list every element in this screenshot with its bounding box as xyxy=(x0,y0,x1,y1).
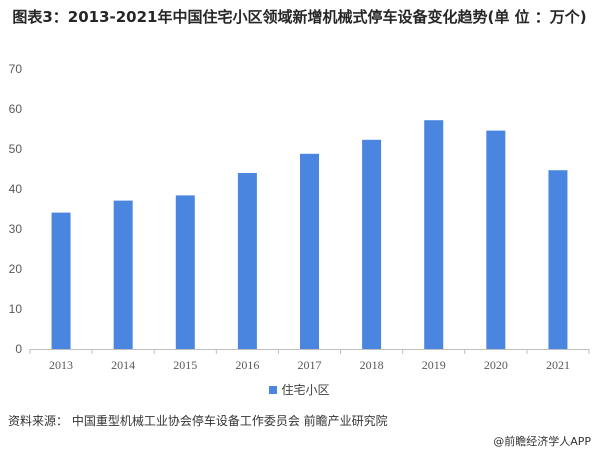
x-tick-label: 2015 xyxy=(173,358,197,372)
x-tick-label: 2014 xyxy=(111,358,135,372)
x-axis: 2013 2014 2015 2016 2017 2018 2019 2020 2021 xyxy=(29,349,590,372)
legend-label: 住宅小区 xyxy=(281,383,330,397)
bar xyxy=(486,130,506,349)
y-axis: 0 10 20 30 40 50 60 70 xyxy=(9,62,23,356)
x-tick-label: 2021 xyxy=(546,358,570,372)
y-tick-label: 50 xyxy=(9,142,23,156)
y-tick-label: 60 xyxy=(9,102,23,116)
bar xyxy=(424,120,444,349)
x-tick-label: 2013 xyxy=(49,358,73,372)
bar xyxy=(175,195,195,349)
bar xyxy=(362,139,382,349)
y-tick-label: 10 xyxy=(9,302,23,316)
source-note: 资料来源： 中国重型机械工业协会停车设备工作委员会 前瞻产业研究院 xyxy=(8,414,388,428)
chart-title: 图表3：2013-2021年中国住宅小区领域新增机械式停车设备变化趋势(单 位 … xyxy=(12,8,587,26)
bar xyxy=(51,212,71,349)
bar xyxy=(237,173,257,349)
y-tick-label: 70 xyxy=(9,62,23,76)
x-tick-label: 2016 xyxy=(235,358,259,372)
y-tick-label: 20 xyxy=(9,262,23,276)
legend: 住宅小区 xyxy=(0,381,599,398)
x-tick-label: 2020 xyxy=(484,358,508,372)
x-tick-label: 2019 xyxy=(422,358,446,372)
y-tick-label: 40 xyxy=(9,182,23,196)
bar xyxy=(300,153,319,349)
bar xyxy=(548,170,568,349)
brand-credit: @前瞻经济学人APP xyxy=(493,435,591,448)
bars xyxy=(51,120,568,349)
x-tick-label: 2018 xyxy=(360,358,384,372)
x-tick-label: 2017 xyxy=(298,358,322,372)
bar-chart: 0 10 20 30 40 50 60 70 2013 2014 2015 2016 2017 2018… xyxy=(9,62,590,372)
bar xyxy=(113,200,133,349)
legend-swatch xyxy=(269,385,278,394)
y-tick-label: 30 xyxy=(9,222,23,236)
y-tick-label: 0 xyxy=(15,342,22,356)
